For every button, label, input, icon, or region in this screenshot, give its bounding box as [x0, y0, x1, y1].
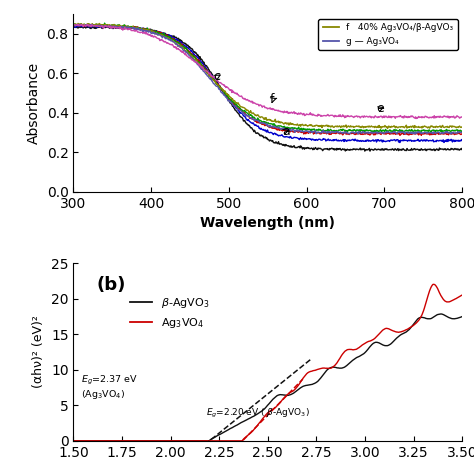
X-axis label: Wavelength (nm): Wavelength (nm)	[201, 217, 335, 230]
Text: $E_g$=2.20 eV ( $\beta$-AgVO$_3$): $E_g$=2.20 eV ( $\beta$-AgVO$_3$)	[206, 407, 310, 420]
Text: c: c	[213, 70, 220, 83]
Y-axis label: (αhν)² (eV)²: (αhν)² (eV)²	[32, 316, 46, 388]
Legend: f   40% Ag₃VO₄/β-AgVO₃, g — Ag₃VO₄: f 40% Ag₃VO₄/β-AgVO₃, g — Ag₃VO₄	[318, 19, 457, 50]
Text: f: f	[269, 93, 277, 107]
Text: (b): (b)	[97, 275, 126, 293]
Text: e: e	[377, 102, 384, 115]
Y-axis label: Absorbance: Absorbance	[27, 62, 41, 144]
Text: a: a	[282, 125, 290, 137]
Text: $E_g$=2.37 eV
(Ag$_3$VO$_4$): $E_g$=2.37 eV (Ag$_3$VO$_4$)	[81, 374, 138, 401]
Legend: $\beta$-AgVO$_3$, Ag$_3$VO$_4$: $\beta$-AgVO$_3$, Ag$_3$VO$_4$	[126, 292, 214, 334]
